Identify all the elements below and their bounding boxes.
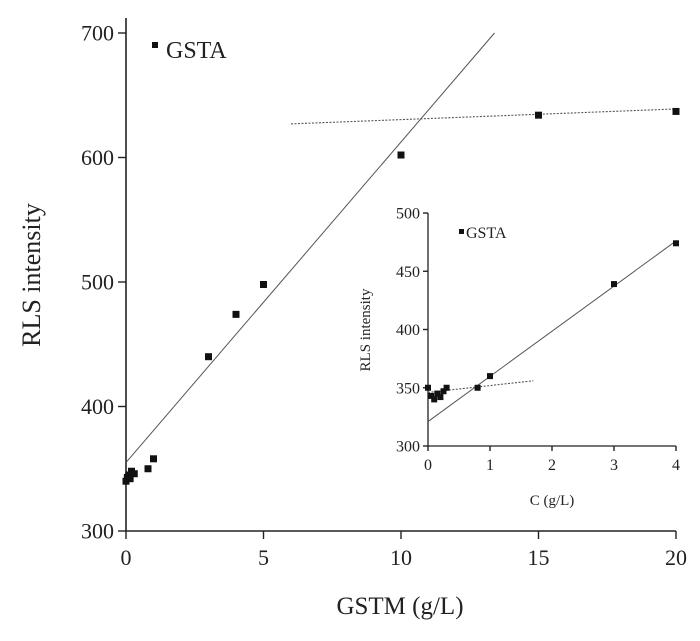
main-legend-marker — [152, 42, 158, 48]
inset-x-axis-label: C (g/L) — [530, 493, 575, 509]
main-x-tick-label: 5 — [258, 545, 269, 570]
inset-data-point — [431, 396, 438, 403]
main-data-point — [260, 280, 267, 288]
main-data-point — [150, 455, 157, 463]
inset-y-tick-label: 400 — [396, 322, 420, 339]
main-data-point — [125, 471, 133, 479]
main-data-point — [144, 465, 152, 473]
inset-data-point — [428, 392, 435, 399]
main-x-tick-label: 15 — [528, 545, 550, 570]
main-legend-label: GSTA — [166, 38, 227, 64]
main-x-tick-label: 10 — [390, 545, 412, 570]
inset-x-tick-label: 1 — [486, 457, 494, 474]
main-y-axis-label: RLS intensity — [17, 203, 46, 347]
main-data-point — [126, 475, 134, 483]
inset-y-tick-label: 350 — [396, 380, 420, 397]
inset-y-axis-label: RLS intensity — [358, 288, 374, 371]
main-y-tick-label: 300 — [81, 519, 114, 544]
inset-data-points — [425, 240, 679, 403]
main-fit-line-dotted — [290, 108, 677, 125]
main-y-tick-label: 700 — [81, 21, 114, 46]
inset-data-point — [425, 384, 431, 391]
inset-legend-marker — [459, 229, 464, 234]
inset-fit-lines — [427, 240, 677, 422]
inset-data-point — [434, 390, 441, 397]
inset-x-tick-label: 2 — [548, 457, 556, 474]
inset-ticks — [423, 212, 677, 451]
main-y-tick-label: 600 — [81, 145, 114, 170]
main-data-point — [232, 310, 240, 318]
main-data-point — [205, 353, 212, 361]
inset-data-point — [487, 373, 493, 380]
inset-fit-line-solid — [427, 240, 677, 422]
main-data-point — [122, 477, 130, 485]
inset-data-point — [474, 384, 481, 391]
main-data-points — [122, 107, 680, 485]
inset-data-point — [440, 388, 447, 395]
main-fit-lines — [125, 32, 677, 463]
main-data-point — [672, 107, 680, 115]
inset-tick-labels: 0 1 2 3 4 300 350 400 450 500 — [396, 206, 680, 474]
main-y-tick-label: 400 — [81, 394, 114, 419]
inset-legend-label: GSTA — [466, 225, 507, 242]
inset-x-tick-label: 0 — [424, 457, 432, 474]
inset-y-tick-label: 500 — [396, 206, 420, 223]
inset-y-tick-label: 300 — [396, 439, 420, 456]
inset-data-point — [611, 281, 617, 288]
main-fit-line-solid — [125, 32, 495, 463]
main-x-axis-label: GSTM (g/L) — [336, 593, 463, 620]
main-ticks — [118, 32, 677, 539]
inset-data-point — [673, 240, 679, 247]
main-x-tick-label: 0 — [121, 545, 132, 570]
inset-y-tick-label: 450 — [396, 264, 420, 281]
inset-data-point — [443, 384, 450, 391]
inset-data-point — [437, 394, 444, 401]
main-data-point — [397, 151, 405, 159]
main-x-tick-label: 20 — [665, 545, 687, 570]
inset-x-tick-label: 4 — [672, 457, 680, 474]
main-y-tick-label: 500 — [81, 270, 114, 295]
main-data-point — [130, 470, 138, 478]
inset-x-tick-label: 3 — [610, 457, 618, 474]
main-data-point — [535, 111, 542, 119]
